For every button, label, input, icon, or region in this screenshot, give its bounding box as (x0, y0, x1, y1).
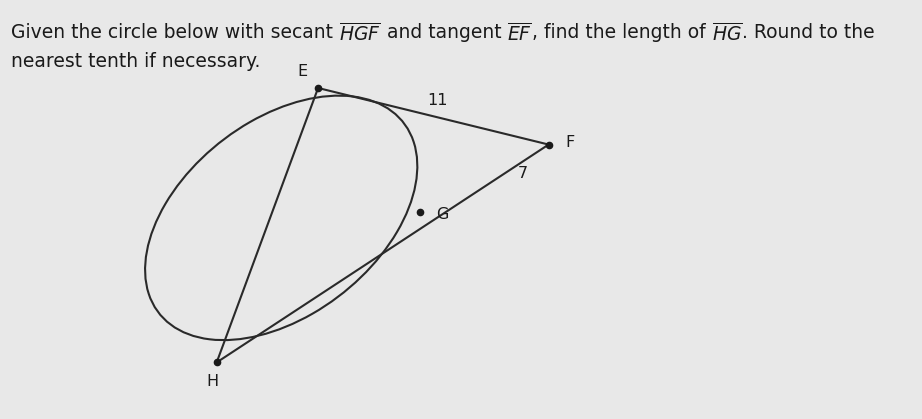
Text: G: G (436, 207, 448, 222)
Text: E: E (297, 64, 307, 79)
Text: 11: 11 (428, 93, 448, 108)
Text: and tangent: and tangent (381, 23, 507, 42)
Text: 7: 7 (518, 166, 527, 181)
Text: F: F (565, 135, 574, 150)
Text: nearest tenth if necessary.: nearest tenth if necessary. (11, 52, 260, 71)
Text: $\overline{\mathit{HGF}}$: $\overline{\mathit{HGF}}$ (339, 23, 381, 45)
Text: , find the length of: , find the length of (532, 23, 712, 42)
Text: H: H (206, 374, 219, 389)
Text: $\overline{\mathit{EF}}$: $\overline{\mathit{EF}}$ (507, 23, 532, 45)
Text: Given the circle below with secant: Given the circle below with secant (11, 23, 339, 42)
Text: $\overline{\mathit{HG}}$: $\overline{\mathit{HG}}$ (712, 23, 742, 45)
Text: . Round to the: . Round to the (742, 23, 875, 42)
